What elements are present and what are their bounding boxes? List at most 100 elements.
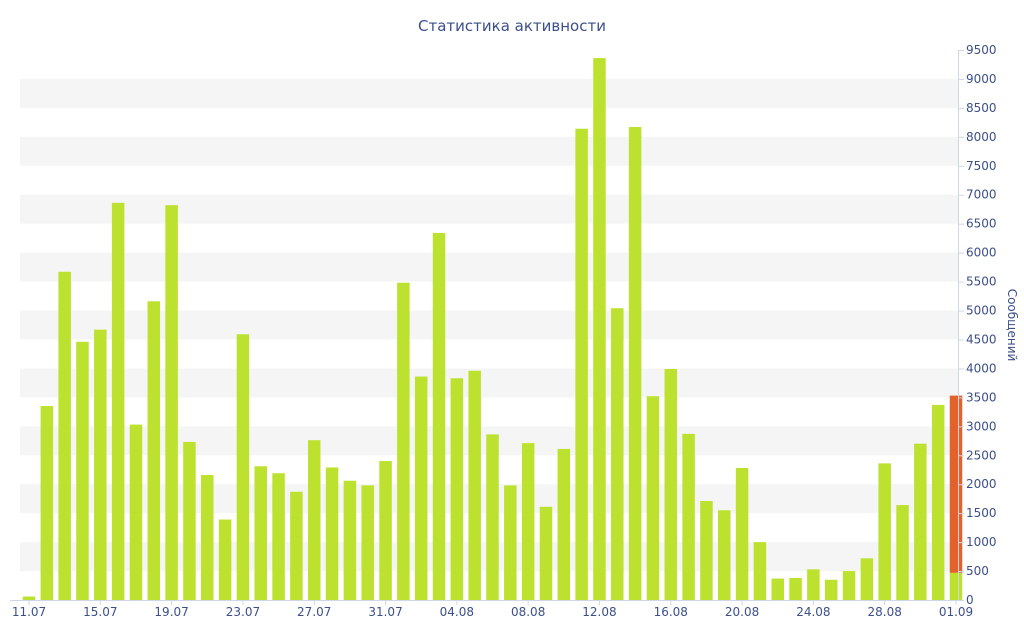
- bar: [575, 128, 588, 600]
- bar: [593, 58, 606, 600]
- x-ticks: 11.07 15.07 19.07 23.07 27.07 31.07 04.08 08.08…: [12, 600, 973, 619]
- bar: [129, 424, 143, 600]
- y-axis-label: Сообщений: [1005, 289, 1019, 362]
- bar: [450, 378, 464, 600]
- bar: [842, 571, 856, 600]
- grid-band: [20, 368, 958, 398]
- x-tick-label: 16.08: [654, 605, 688, 619]
- bar: [201, 474, 214, 600]
- bar: [236, 334, 250, 600]
- y-tick-label: 9500: [966, 43, 997, 57]
- x-tick-label: 27.07: [297, 605, 331, 619]
- bar: [165, 205, 178, 600]
- y-tick-label: 4500: [966, 332, 997, 346]
- bar: [807, 569, 820, 600]
- bar: [664, 369, 678, 600]
- grid-band: [20, 78, 958, 108]
- bar: [147, 301, 161, 600]
- bar: [628, 127, 642, 600]
- bar: [771, 578, 784, 600]
- x-tick-label: 24.08: [796, 605, 830, 619]
- bars-group: [22, 58, 963, 600]
- bar: [931, 404, 945, 600]
- y-tick-label: 3000: [966, 419, 997, 433]
- y-tick-label: 0: [966, 593, 974, 607]
- bar: [343, 480, 357, 600]
- bar: [682, 433, 695, 600]
- y-tick-label: 7000: [966, 188, 997, 202]
- x-tick-label: 20.08: [725, 605, 759, 619]
- bar: [183, 441, 196, 600]
- bar: [307, 440, 321, 600]
- bar: [22, 596, 36, 600]
- bar: [325, 467, 339, 600]
- bar: [504, 485, 517, 600]
- y-tick-label: 5500: [966, 275, 997, 289]
- bar: [789, 578, 802, 600]
- bar: [521, 443, 535, 600]
- y-tick-label: 8000: [966, 130, 997, 144]
- bar: [914, 443, 927, 600]
- bar-highlight: [949, 395, 963, 573]
- bar: [557, 448, 571, 600]
- grid-band: [20, 310, 958, 340]
- bar: [379, 461, 392, 600]
- bar: [94, 329, 107, 600]
- y-tick-label: 3500: [966, 390, 997, 404]
- x-tick-label: 08.08: [511, 605, 545, 619]
- y-tick-label: 9000: [966, 72, 997, 86]
- x-tick-label: 15.07: [83, 605, 117, 619]
- bar: [753, 542, 767, 600]
- y-tick-label: 7500: [966, 159, 997, 173]
- y-tick-label: 6000: [966, 246, 997, 260]
- bar: [272, 473, 285, 600]
- y-tick-label: 5000: [966, 304, 997, 318]
- bar: [611, 308, 624, 600]
- y-tick-label: 1500: [966, 506, 997, 520]
- bar: [718, 510, 731, 600]
- bar: [486, 434, 499, 600]
- bar: [700, 501, 713, 600]
- bar: [860, 558, 874, 600]
- bar: [735, 468, 749, 600]
- bar: [111, 202, 125, 600]
- bar: [58, 271, 71, 600]
- bar: [949, 572, 963, 600]
- bar: [254, 466, 267, 600]
- bar: [414, 376, 428, 600]
- bar: [361, 485, 374, 600]
- bar: [397, 282, 410, 600]
- grid-band: [20, 252, 958, 282]
- bar: [539, 506, 553, 600]
- y-tick-label: 2000: [966, 477, 997, 491]
- y-tick-label: 1000: [966, 535, 997, 549]
- x-tick-label: 28.08: [868, 605, 902, 619]
- bar: [432, 232, 446, 600]
- bar: [878, 463, 891, 600]
- x-tick-label: 11.07: [12, 605, 46, 619]
- y-ticks: 0 500 1000 1500 2000 2500 3000 3500 4000 4500 5000…: [958, 43, 997, 607]
- grid-band: [20, 194, 958, 224]
- x-tick-label: 19.07: [154, 605, 188, 619]
- grid-band: [20, 136, 958, 166]
- bar: [76, 341, 89, 600]
- y-tick-label: 2500: [966, 448, 997, 462]
- bar: [896, 505, 909, 600]
- bar: [290, 491, 303, 600]
- x-tick-label: 23.07: [226, 605, 260, 619]
- y-tick-label: 8500: [966, 101, 997, 115]
- y-tick-label: 4000: [966, 361, 997, 375]
- bar: [824, 579, 838, 600]
- bar: [468, 370, 481, 600]
- chart-title: Статистика активности: [418, 17, 606, 35]
- x-tick-label: 04.08: [440, 605, 474, 619]
- x-tick-label: 31.07: [368, 605, 402, 619]
- bar: [646, 396, 660, 600]
- y-tick-label: 6500: [966, 217, 997, 231]
- x-tick-label: 12.08: [582, 605, 616, 619]
- y-tick-label: 500: [966, 564, 989, 578]
- bar: [218, 519, 232, 600]
- x-tick-label: 01.09: [939, 605, 973, 619]
- bar: [40, 406, 54, 600]
